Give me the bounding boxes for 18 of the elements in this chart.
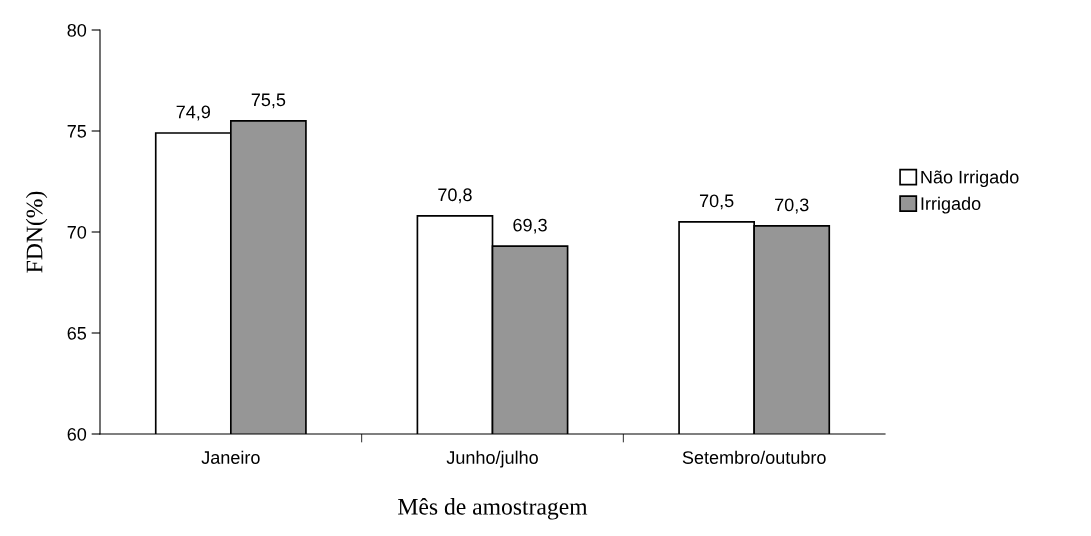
- data-label: 70,5: [699, 194, 734, 210]
- data-label: 70,3: [775, 198, 809, 214]
- x-tick-label: Janeiro: [201, 450, 260, 464]
- legend-label: Não Irrigado: [921, 170, 1019, 188]
- data-label: 75,5: [251, 93, 286, 109]
- x-axis-title: Mês de amostragem: [398, 498, 588, 520]
- y-tick-label: 75: [67, 125, 87, 138]
- legend-label: Irrigado: [921, 196, 981, 214]
- data-label: 69,3: [513, 218, 547, 234]
- data-label: 70,8: [438, 188, 472, 204]
- y-axis-title: FDN(%): [25, 191, 48, 273]
- y-tick-label: 60: [67, 427, 87, 441]
- x-tick-label: Setembro/outubro: [682, 450, 826, 464]
- data-label: 74,9: [176, 105, 210, 121]
- y-tick-label: 80: [67, 23, 87, 37]
- x-tick-label: Junho/julho: [446, 450, 538, 468]
- y-tick-label: 65: [67, 326, 87, 340]
- y-tick-label: 70: [67, 225, 87, 239]
